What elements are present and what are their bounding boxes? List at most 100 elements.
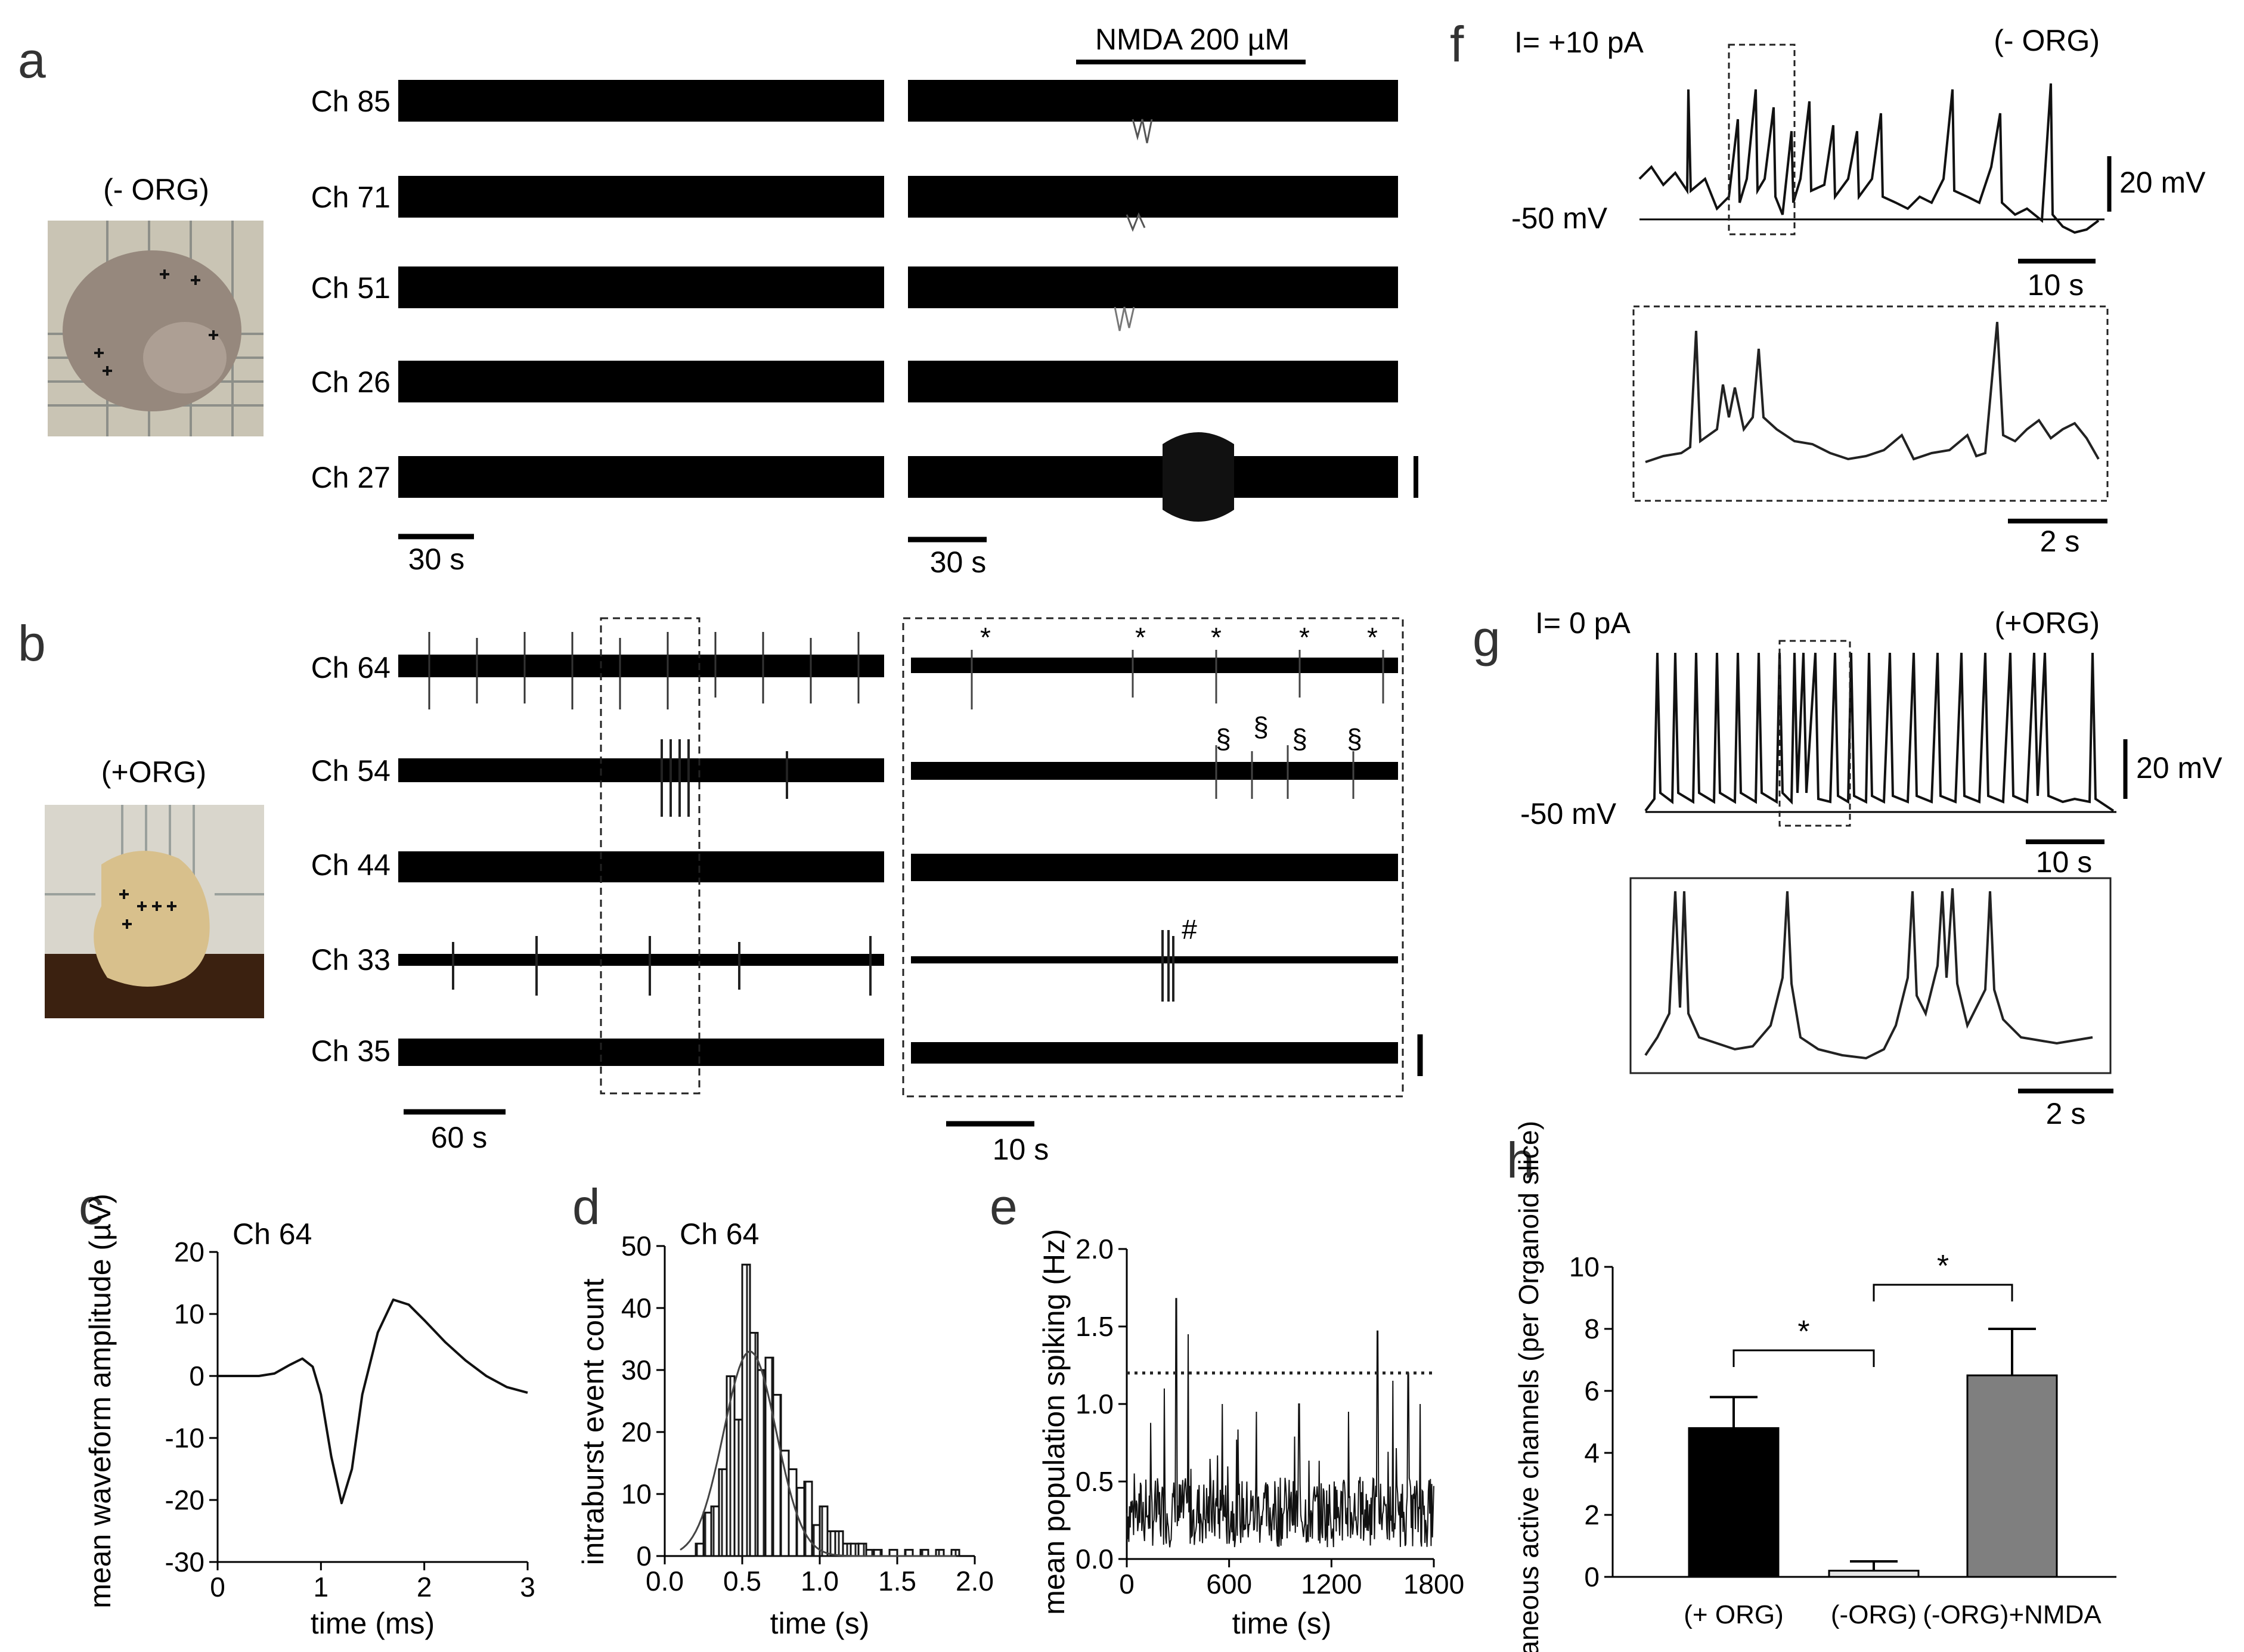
panel-c: c Ch 64 0 1 2 3 -30 -20 -10 0 10 20 time (ms) mea… xyxy=(79,1179,535,1640)
y-tick-label: 8 xyxy=(1584,1313,1600,1344)
histogram-bar xyxy=(749,1332,759,1557)
y-tick-label: 20 xyxy=(621,1417,652,1448)
gaussian-fit-line xyxy=(680,1350,956,1557)
histogram-bar xyxy=(819,1505,829,1557)
chart-e-plot: 0 600 1200 1800 0.0 0.5 1.0 1.5 2.0 xyxy=(1075,1233,1464,1600)
y-tick-label: 0 xyxy=(189,1360,204,1391)
inset-tscale-label-g: 2 s xyxy=(2046,1097,2086,1130)
time-scale-label: 30 s xyxy=(408,543,465,576)
burst-star: * xyxy=(1299,622,1310,653)
photo-label-a: (- ORG) xyxy=(103,173,209,206)
y-tick-label: 40 xyxy=(621,1293,652,1324)
inset-trace-g xyxy=(1644,888,2093,1060)
y-tick-label: 1.5 xyxy=(1075,1311,1114,1342)
panel-letter-b: b xyxy=(18,615,46,671)
baseline-label-g: -50 mV xyxy=(1520,797,1617,830)
chart-c-xlabel: time (ms) xyxy=(311,1607,435,1640)
vscale-label-g: 20 mV xyxy=(2136,751,2223,785)
inset-frame-f xyxy=(1632,305,2109,502)
histogram-bar xyxy=(857,1542,867,1557)
population-spiking-line xyxy=(1126,1298,1434,1548)
significance-bracket xyxy=(1873,1284,2013,1301)
panel-letter-f: f xyxy=(1450,16,1464,72)
organoid-photo-b xyxy=(45,805,264,1018)
histogram-bar xyxy=(919,1549,929,1557)
panel-g: g I= 0 pA (+ORG) -50 mV 20 mV 10 s 2 s xyxy=(1473,606,2223,1130)
voltage-trace-g xyxy=(1644,652,2115,812)
current-label-f: I= +10 pA xyxy=(1514,26,1644,59)
y-tick-label: 20 xyxy=(174,1236,204,1267)
histogram-bar xyxy=(695,1542,705,1557)
inset-trace-f xyxy=(1645,321,2100,463)
burst-hash: # xyxy=(1182,914,1197,945)
x-tick-label: 0.0 xyxy=(646,1566,684,1597)
burst-section: § xyxy=(1253,711,1269,742)
histogram-bar xyxy=(826,1530,836,1557)
chart-h-ylabel: spontaneous active channels (per Organoi… xyxy=(1513,1121,1544,1652)
channel-label: Ch 85 xyxy=(311,85,390,118)
y-tick-label: -10 xyxy=(165,1422,204,1453)
tscale-label-g: 10 s xyxy=(2036,845,2093,879)
histogram-bar xyxy=(904,1549,914,1557)
x-tick-label: 1200 xyxy=(1301,1569,1362,1600)
chart-d-ylabel: intraburst event count xyxy=(577,1278,610,1565)
x-tick-label: 1 xyxy=(314,1572,329,1603)
channel-label: Ch 33 xyxy=(311,943,390,977)
y-tick-label: -30 xyxy=(165,1546,204,1577)
histogram-bar xyxy=(702,1511,712,1557)
burst-star: * xyxy=(1211,622,1222,653)
channel-label: Ch 51 xyxy=(311,271,390,305)
burst-section: § xyxy=(1216,723,1231,754)
time-scale-label: 30 s xyxy=(930,545,987,579)
channel-labels-a: Ch 85 Ch 71 Ch 51 Ch 26 Ch 27 xyxy=(311,85,390,494)
channel-labels-b: Ch 64 Ch 54 Ch 44 Ch 33 Ch 35 xyxy=(311,651,390,1068)
zoom-window-f xyxy=(1728,44,1796,235)
panel-b: b (+ORG) xyxy=(18,615,1423,1166)
panel-letter-e: e xyxy=(990,1179,1018,1235)
chart-c-title: Ch 64 xyxy=(233,1217,312,1251)
histogram-bar xyxy=(718,1468,728,1557)
histogram-bar xyxy=(780,1449,790,1557)
x-tick-label: 1800 xyxy=(1403,1569,1464,1600)
x-tick-label: 1.5 xyxy=(878,1566,916,1597)
channel-label: Ch 27 xyxy=(311,461,390,494)
mea-traces-b-left xyxy=(398,632,884,1066)
panel-h: h 0 2 4 6 8 10 (+ ORG) (-ORG) (-ORG)+NMDA * * spon… xyxy=(1507,1121,2116,1652)
time-scale-label: 60 s xyxy=(431,1121,488,1154)
y-tick-label: -20 xyxy=(165,1484,204,1515)
burst-star: * xyxy=(1367,622,1378,653)
histogram-bar xyxy=(733,1418,743,1557)
chart-d-xlabel: time (s) xyxy=(770,1607,870,1640)
zoom-window-b xyxy=(600,617,701,1095)
mea-traces-a-right xyxy=(908,80,1398,522)
y-tick-label: 30 xyxy=(621,1355,652,1386)
histogram-bar xyxy=(842,1542,852,1557)
significance-star: * xyxy=(1797,1315,1809,1349)
channel-label: Ch 54 xyxy=(311,754,390,788)
histogram-bar xyxy=(950,1549,960,1557)
panel-letter-c: c xyxy=(79,1179,104,1235)
histogram-bar xyxy=(888,1549,898,1557)
inset-tscale-label-f: 2 s xyxy=(2040,525,2080,558)
histogram-bar xyxy=(873,1549,883,1557)
histogram-bar xyxy=(811,1524,821,1557)
panel-e: e 0 600 1200 1800 0.0 0.5 1.0 1.5 2.0 time (s) m… xyxy=(990,1179,1464,1640)
tscale-label-f: 10 s xyxy=(2028,268,2084,302)
significance-bracket xyxy=(1732,1349,1875,1367)
mea-traces-a-left xyxy=(398,80,884,498)
y-tick-label: 4 xyxy=(1584,1437,1600,1468)
vscale-label-f: 20 mV xyxy=(2119,166,2206,199)
voltage-trace-f xyxy=(1638,83,2100,234)
panel-letter-d: d xyxy=(572,1179,600,1235)
condition-label-g: (+ORG) xyxy=(1995,606,2100,640)
histogram-bar xyxy=(803,1480,813,1557)
waveform-line xyxy=(218,1298,528,1505)
current-label-g: I= 0 pA xyxy=(1535,606,1631,640)
x-tick-label: 2 xyxy=(417,1572,432,1603)
x-category-label: (+ ORG) xyxy=(1684,1600,1783,1629)
channel-label: Ch 35 xyxy=(311,1034,390,1068)
baseline-label-f: -50 mV xyxy=(1511,202,1608,235)
y-tick-label: 10 xyxy=(1569,1251,1600,1282)
burst-star: * xyxy=(1135,622,1146,653)
